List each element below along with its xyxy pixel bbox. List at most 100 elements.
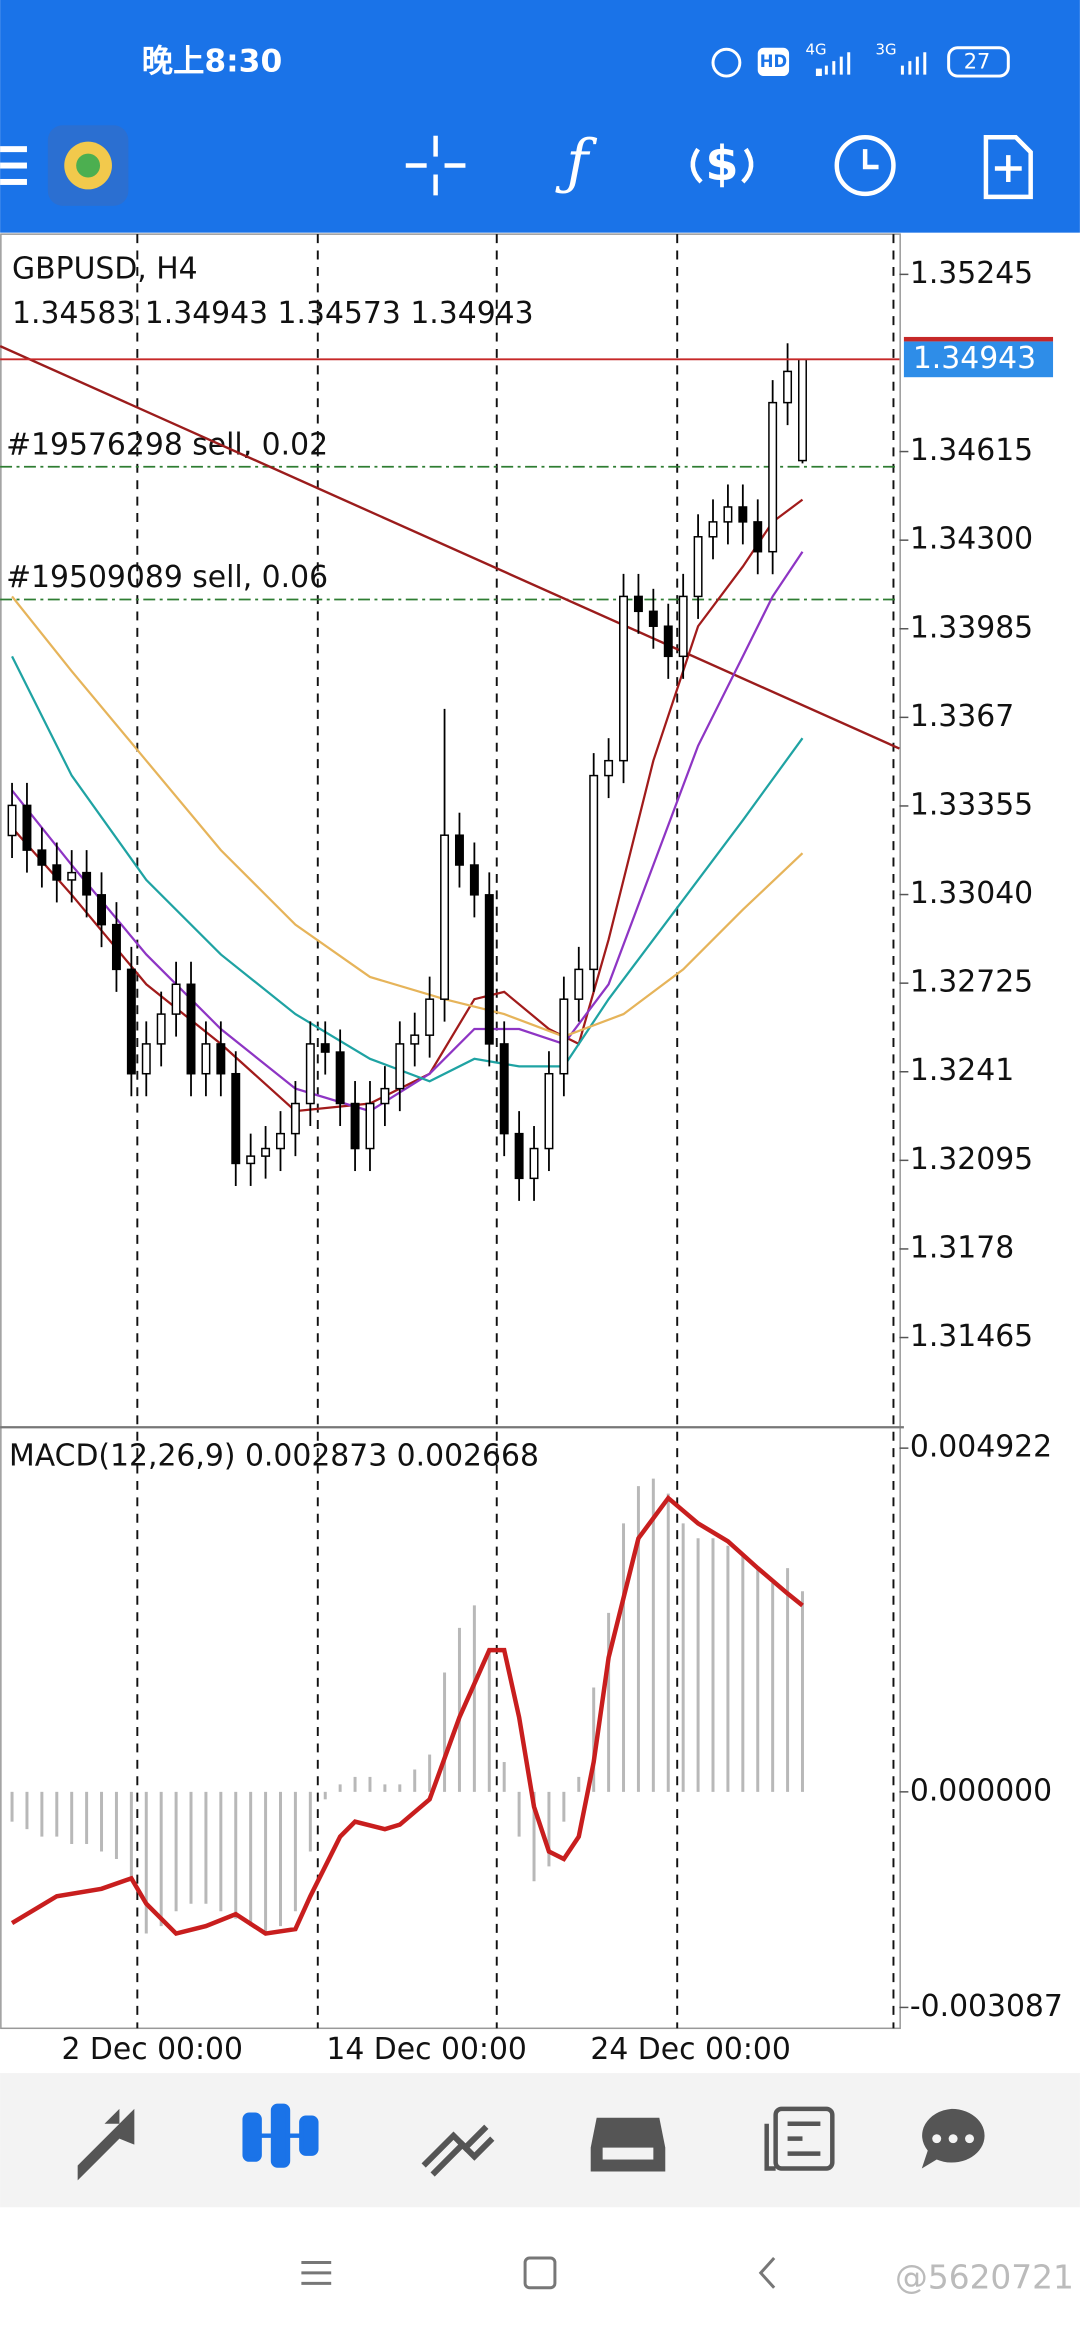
candle-body (290, 1102, 300, 1135)
candle-body (484, 894, 494, 1045)
battery-label: 27 (964, 50, 991, 74)
symbol-label: GBPUSD, H4 (12, 251, 198, 286)
candle-body (97, 894, 107, 926)
trade-tab[interactable] (421, 2124, 495, 2177)
candle-body (440, 834, 450, 1000)
candle-body (499, 1043, 509, 1135)
candle-body (380, 1087, 390, 1105)
watermark: @5620721 (895, 2258, 1074, 2296)
candle-body (648, 610, 658, 627)
candle-body (276, 1132, 285, 1150)
history-button[interactable] (834, 134, 896, 197)
candle-body (529, 1147, 539, 1180)
y-tick-label: 1.33985 (910, 610, 1033, 645)
menu-button[interactable] (0, 146, 27, 185)
hd-badge (757, 47, 790, 77)
candle-body (454, 834, 464, 866)
candle-body (320, 1043, 330, 1053)
price-label-top (903, 336, 1054, 342)
network-label: 4G (805, 41, 826, 59)
y-tick-label: 1.35245 (910, 256, 1033, 291)
candle-body (693, 536, 703, 598)
history-tab[interactable] (590, 2117, 666, 2172)
candle-body (410, 1034, 420, 1045)
status-icons (711, 46, 1010, 78)
back-key[interactable] (758, 2256, 776, 2289)
candle-body (7, 804, 17, 837)
app-icon[interactable] (47, 125, 129, 206)
x-tick-label: 24 Dec 00:00 (590, 2032, 791, 2067)
moving-average (11, 551, 804, 1113)
candle-body (708, 521, 718, 538)
y-tick-label: 1.32725 (910, 965, 1033, 1000)
candle-body (544, 1072, 554, 1150)
candle-body (141, 1043, 151, 1075)
candle-body (663, 625, 673, 658)
system-nav (301, 2256, 776, 2290)
candle-body (619, 595, 628, 762)
home-key[interactable] (523, 2256, 557, 2290)
candle-body (723, 506, 733, 523)
candle-body (111, 923, 121, 971)
candle-body (678, 595, 688, 658)
candle-body (231, 1072, 241, 1165)
moving-average (11, 498, 804, 1113)
candle-body (798, 358, 807, 462)
signal-bars (815, 52, 927, 77)
x-tick-label: 14 Dec 00:00 (326, 2032, 526, 2067)
candle-body (216, 1043, 226, 1075)
candle-body (559, 998, 569, 1075)
news-tab[interactable] (764, 2106, 835, 2171)
y-tick-label: 1.31465 (910, 1319, 1033, 1354)
candle-body (186, 983, 196, 1075)
candle-body (37, 849, 47, 866)
price-label: 1.34943 (913, 341, 1036, 376)
y-tick-label: 1.34300 (910, 522, 1033, 557)
alarm-icon (711, 47, 742, 78)
candle-body (425, 998, 435, 1036)
candle-body (738, 506, 748, 523)
y-tick-label: 1.3241 (910, 1053, 1014, 1088)
candle-body (783, 370, 793, 404)
candle-body (574, 968, 584, 1000)
y-tick-label: 1.3367 (910, 699, 1014, 734)
plot: 1.35245 1.34615 1.34300 1.33985 1.3367 1.3335… (0, 234, 1063, 2067)
candle-body (67, 871, 77, 881)
macd-title: MACD(12,26,9) 0.002873 0.002668 (9, 1439, 539, 1474)
y-tick-label: 1.32095 (910, 1142, 1033, 1177)
candle-body (201, 1043, 211, 1075)
candle-body (261, 1147, 271, 1157)
candle-body (604, 759, 614, 777)
candle-body (365, 1102, 375, 1150)
candle-body (171, 983, 181, 1015)
battery-icon (947, 46, 1010, 78)
y-tick-label: -0.003087 (910, 1989, 1063, 2024)
candle-body (22, 804, 32, 851)
quotes-tab[interactable] (77, 2108, 135, 2181)
hd-label: HD (760, 52, 787, 71)
candle-body (82, 871, 92, 896)
y-tick-label: 0.000000 (910, 1773, 1052, 1808)
y-tick-label: 1.33040 (910, 876, 1033, 911)
trade-button[interactable]: $ (690, 137, 754, 192)
menu-key[interactable] (301, 2260, 332, 2285)
svg-text:$: $ (705, 137, 738, 192)
chart-tab[interactable] (242, 2103, 319, 2168)
new-order-button[interactable] (983, 134, 1033, 200)
crosshair-button[interactable] (405, 135, 466, 196)
bottom-nav (0, 2073, 1080, 2208)
candle-body (350, 1102, 360, 1150)
candle-body (335, 1051, 345, 1105)
price-label-box (903, 341, 1054, 378)
candle-body (126, 968, 136, 1075)
status-time: 晚上8:30 (142, 44, 282, 80)
order-label: #19576298 sell, 0.02 (6, 427, 328, 462)
candle-body (305, 1043, 315, 1105)
candle-body (246, 1155, 256, 1165)
order-label: #19509089 sell, 0.06 (6, 560, 328, 595)
x-tick-label: 2 Dec 00:00 (61, 2032, 243, 2067)
chat-tab[interactable] (921, 2108, 985, 2169)
candle-body (753, 521, 763, 553)
